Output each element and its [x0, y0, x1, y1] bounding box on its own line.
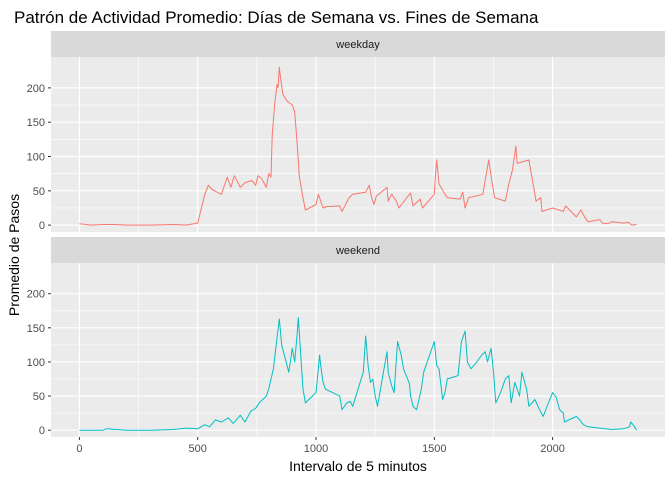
facet-strip-label: weekend	[335, 245, 380, 257]
y-tick-label: 200	[27, 83, 45, 95]
panel-background	[51, 57, 665, 232]
facet-strip	[51, 31, 665, 57]
y-tick-label: 50	[33, 391, 45, 403]
x-tick-label: 2000	[540, 443, 564, 455]
y-axis-title: Promedio de Pasos	[6, 194, 22, 316]
x-tick-label: 1500	[422, 443, 446, 455]
y-tick-label: 0	[39, 425, 45, 437]
panel-weekday: weekday 0 50 100 150 200	[27, 31, 665, 232]
x-tick-label: 500	[189, 443, 207, 455]
y-tick-label: 50	[33, 186, 45, 198]
facet-strip	[51, 237, 665, 263]
y-tick-label: 150	[27, 323, 45, 335]
x-tick-label: 1000	[304, 443, 328, 455]
y-tick-label: 150	[27, 117, 45, 129]
series-line-weekday	[79, 66, 637, 226]
y-tick-label: 200	[27, 289, 45, 301]
facet-strip-label: weekday	[335, 39, 380, 51]
series-line-weekend	[79, 317, 638, 431]
y-tick-label: 0	[39, 220, 45, 232]
y-tick-label: 100	[27, 357, 45, 369]
chart-title: Patrón de Actividad Promedio: Días de Se…	[14, 8, 539, 27]
y-tick-label: 100	[27, 152, 45, 164]
x-tick-label: 0	[76, 443, 82, 455]
panel-weekend: weekend 0 50 100 150 200	[27, 237, 665, 437]
panel-background	[51, 263, 665, 437]
x-axis-title: Intervalo de 5 minutos	[289, 458, 427, 474]
